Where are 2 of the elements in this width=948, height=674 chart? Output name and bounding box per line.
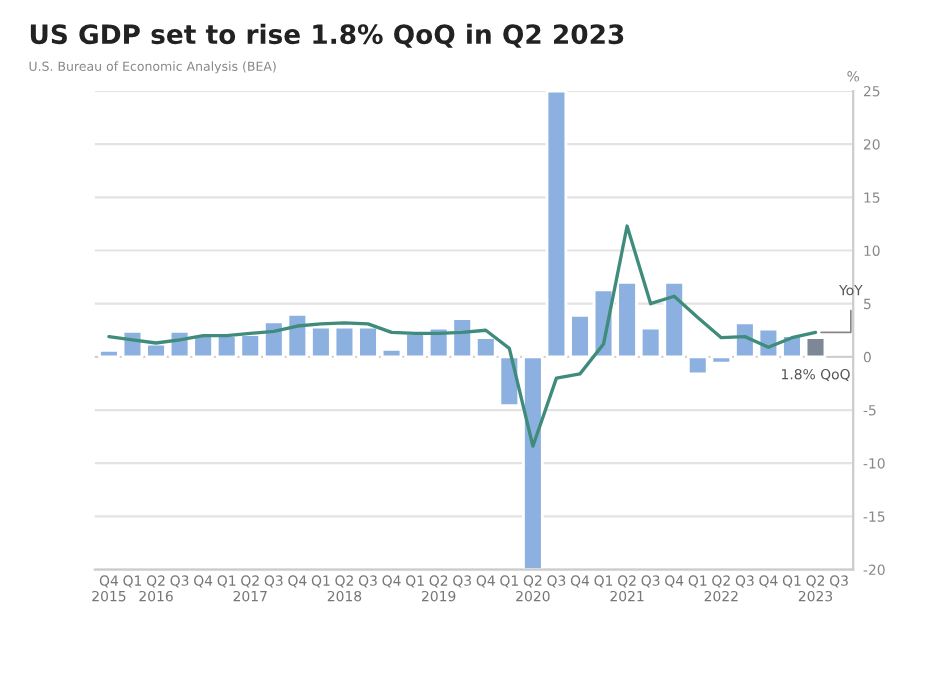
line-series bbox=[107, 224, 818, 448]
chart-title: US GDP set to rise 1.8% QoQ in Q2 2023 bbox=[30, 23, 624, 48]
